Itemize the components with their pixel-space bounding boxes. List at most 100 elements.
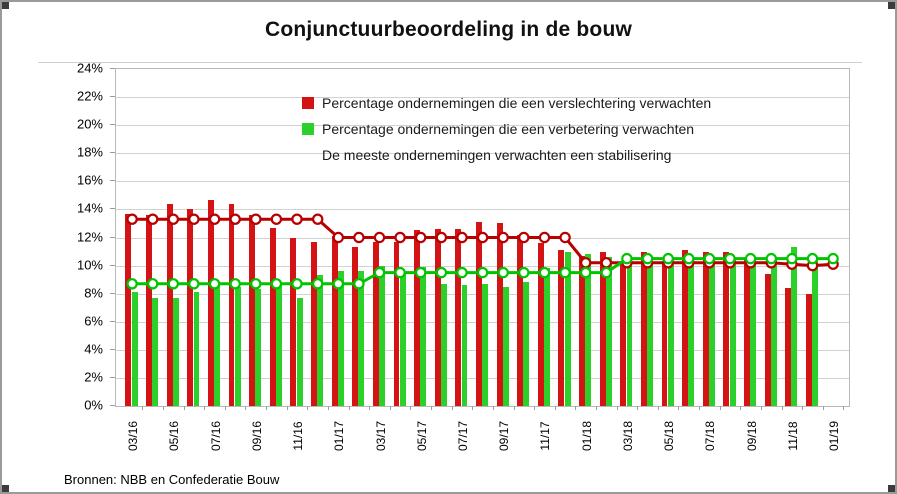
y-axis-label: 2% xyxy=(84,369,103,385)
red-bar-05/18 xyxy=(661,261,668,406)
line-marker xyxy=(270,213,283,225)
x-axis-tick xyxy=(554,406,556,410)
y-axis-tick xyxy=(110,405,115,406)
corner-mark xyxy=(2,2,9,9)
line-marker xyxy=(147,278,159,290)
red-bar-09/16 xyxy=(249,215,256,406)
green-bar-04/16 xyxy=(152,297,159,406)
line-marker xyxy=(538,231,551,244)
line-marker xyxy=(394,231,406,244)
gridline xyxy=(116,125,849,127)
x-axis-tick xyxy=(699,406,701,410)
corner-mark xyxy=(888,2,895,9)
gridline xyxy=(116,265,849,267)
x-axis-tick xyxy=(204,406,206,410)
line-marker xyxy=(683,252,695,265)
green-bar-12/16 xyxy=(317,275,324,406)
green-bar-09/18 xyxy=(750,257,757,406)
line-marker xyxy=(827,252,839,265)
line-series-layer xyxy=(126,213,839,290)
x-axis-tick xyxy=(513,406,515,410)
x-axis-tick xyxy=(224,406,226,410)
red-bar-05/17 xyxy=(414,230,421,406)
line-marker xyxy=(580,266,592,279)
x-axis-tick xyxy=(307,406,309,410)
green-bar-06/16 xyxy=(193,292,200,406)
red-bar-04/17 xyxy=(393,241,400,406)
x-axis-label: 07/16 xyxy=(208,420,223,452)
x-axis-tick xyxy=(163,406,164,410)
line-marker xyxy=(353,231,365,244)
y-axis-label: 12% xyxy=(76,229,103,244)
title-separator-line xyxy=(38,62,862,63)
y-axis-label: 0% xyxy=(84,397,103,413)
line-marker xyxy=(126,213,138,225)
green-bar-05/17 xyxy=(420,267,427,406)
corner-mark xyxy=(2,485,9,492)
line-marker xyxy=(456,231,468,244)
red-bar-10/17 xyxy=(517,234,524,406)
red-bar-12/18 xyxy=(805,293,812,406)
red-bar-11/18 xyxy=(785,288,792,406)
green-bar-11/17 xyxy=(544,268,550,406)
x-axis-tick xyxy=(348,406,350,410)
red-bar-08/17 xyxy=(476,222,482,406)
line-marker xyxy=(188,213,200,225)
x-axis-label: 09/17 xyxy=(497,420,512,452)
y-axis-tick xyxy=(110,292,115,294)
green-bar-11/18 xyxy=(791,247,798,406)
y-axis-label: 4% xyxy=(84,341,103,357)
line-marker xyxy=(559,231,571,244)
x-axis-label: 01/18 xyxy=(579,420,594,452)
line-marker xyxy=(806,252,819,265)
line-marker xyxy=(600,266,612,279)
line-marker xyxy=(538,266,551,279)
green-bar-08/18 xyxy=(729,258,736,406)
line-marker xyxy=(167,278,180,290)
line-marker xyxy=(580,257,592,269)
red-bar-07/17 xyxy=(455,229,462,406)
line-marker xyxy=(208,213,221,225)
x-axis-tick xyxy=(596,406,597,410)
green-bar-07/18 xyxy=(709,257,715,406)
legend-label: Percentage ondernemingen die een verslec… xyxy=(322,95,712,111)
green-bar-02/18 xyxy=(605,257,612,406)
x-axis-tick xyxy=(822,406,824,410)
green-bar-03/17 xyxy=(379,265,385,406)
line-marker xyxy=(373,231,386,244)
legend-note: De meeste ondernemingen verwachten een s… xyxy=(302,142,711,168)
x-axis-label: 03/17 xyxy=(373,420,388,452)
line-marker xyxy=(621,252,633,265)
x-axis-label: 09/18 xyxy=(744,420,759,452)
y-axis-label: 8% xyxy=(84,285,103,301)
green-bar-06/18 xyxy=(688,257,695,406)
line-marker xyxy=(126,278,138,290)
red-bar-10/18 xyxy=(764,274,771,406)
y-axis-label: 18% xyxy=(76,144,103,160)
line-marker xyxy=(435,231,448,244)
red-bar-07/18 xyxy=(702,251,709,406)
y-axis-label: 16% xyxy=(76,172,103,188)
red-bar-06/16 xyxy=(187,209,194,406)
red-bar-03/16 xyxy=(125,213,132,406)
x-axis-label: 11/16 xyxy=(291,421,306,451)
x-axis-label: 11/18 xyxy=(785,421,800,451)
red-bar-09/17 xyxy=(496,223,503,406)
line-marker xyxy=(229,278,241,290)
gridline xyxy=(116,97,849,99)
red-bar-12/16 xyxy=(311,241,317,406)
y-axis-tick xyxy=(110,208,115,210)
y-axis-tick xyxy=(110,124,115,126)
source-credit: Bronnen: NBB en Confederatie Bouw xyxy=(64,472,280,487)
line-marker xyxy=(415,266,427,279)
y-axis-tick xyxy=(110,236,115,238)
line-marker xyxy=(167,213,180,225)
line-marker xyxy=(641,252,654,265)
line-marker xyxy=(147,213,159,225)
line-marker xyxy=(208,278,221,290)
y-axis-tick xyxy=(110,376,115,378)
y-axis-tick xyxy=(110,264,115,266)
legend-label: Percentage ondernemingen die een verbete… xyxy=(322,121,695,137)
x-axis-tick xyxy=(369,406,371,410)
green-bar-09/17 xyxy=(502,286,509,406)
